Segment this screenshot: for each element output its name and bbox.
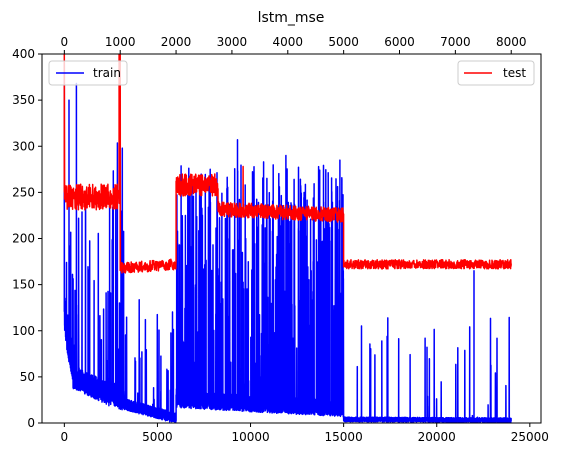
top-tick-label: 8000 [496,35,527,49]
legend-test: test [457,60,535,86]
top-tick-label: 7000 [440,35,471,49]
legend-test-label: test [503,66,526,80]
top-x-axis: 0 1000 2000 3000 4000 5000 6000 7000 8000 [61,35,527,54]
series-train-line [63,62,512,423]
top-tick-label: 2000 [161,35,192,49]
bottom-tick-label: 10000 [231,430,269,444]
series-layer [63,54,512,423]
left-tick-label: 100 [12,324,35,338]
bottom-tick-label: 5000 [142,430,173,444]
bottom-tick-label: 20000 [418,430,456,444]
left-tick-label: 350 [12,93,35,107]
top-tick-label: 0 [61,35,69,49]
legend-train: train [48,60,128,86]
left-y-axis: 0 50 100 150 200 250 300 350 400 [12,47,42,430]
left-tick-label: 150 [12,278,35,292]
bottom-tick-label: 15000 [325,430,363,444]
left-tick-label: 400 [12,47,35,61]
left-tick-label: 200 [12,232,35,246]
legend-train-box [48,60,128,86]
legend-test-box [457,60,535,86]
top-tick-label: 5000 [328,35,359,49]
left-tick-label: 300 [12,139,35,153]
bottom-tick-label: 0 [61,430,69,444]
legend-train-label: train [93,66,121,80]
bottom-tick-label: 25000 [511,430,549,444]
left-tick-label: 0 [27,416,35,430]
top-tick-label: 3000 [217,35,248,49]
bottom-x-axis: 0 5000 10000 15000 20000 25000 [61,423,549,444]
series-test-line [63,54,512,274]
top-tick-label: 4000 [273,35,304,49]
chart-title: lstm_mse [258,10,325,26]
top-tick-label: 6000 [384,35,415,49]
top-tick-label: 1000 [105,35,136,49]
left-tick-label: 250 [12,185,35,199]
left-tick-label: 50 [20,370,35,384]
